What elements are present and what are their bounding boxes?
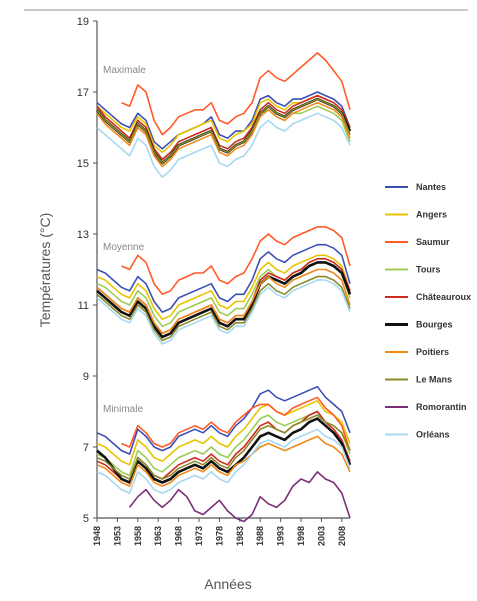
x-tick-label: 1983 [235, 526, 245, 546]
legend-label-8: Romorantin [416, 402, 467, 412]
x-tick-label: 1968 [174, 526, 184, 546]
legend: Nantes Angers Saumur Tours Châteauroux Bourge… [385, 182, 471, 440]
legend-label-5: Bourges [416, 320, 453, 330]
x-tick-label: 1988 [255, 526, 265, 546]
x-tick-label: 1998 [296, 526, 306, 546]
series-line-min-7 [96, 414, 351, 480]
band-label-1: Moyenne [103, 242, 145, 253]
series-line-min-8 [128, 471, 351, 523]
legend-label-1: Angers [416, 210, 447, 220]
x-tick-label: 1958 [133, 526, 143, 546]
x-tick-label: 1948 [92, 526, 102, 546]
x-axis-title: Années [204, 576, 251, 592]
y-tick-label: 19 [77, 16, 89, 28]
axes: 5 7 9 11 13 15 17 19 1948 1953 1958 1963 1968 1973 197… [37, 16, 350, 592]
y-tick-label: 5 [83, 513, 89, 525]
series-line-min-5 [96, 417, 352, 484]
x-tick-label: 1963 [153, 526, 163, 546]
legend-label-9: Orléans [416, 430, 450, 440]
series-lines [95, 52, 352, 523]
x-tick-label: 1973 [194, 526, 204, 546]
band-labels: Maximale Moyenne Minimale [103, 65, 146, 415]
x-tick-label: 1993 [276, 526, 286, 546]
series-line-avg-1 [96, 254, 351, 320]
series-line-max-9 [96, 112, 351, 178]
y-tick-label: 9 [83, 371, 89, 383]
legend-label-2: Saumur [416, 237, 450, 247]
series-line-avg-5 [96, 261, 352, 339]
y-tick-label: 15 [77, 158, 89, 170]
y-axis-title: Températures (°C) [37, 213, 53, 328]
series-line-avg-2 [121, 226, 351, 296]
series-line-max-6 [96, 101, 351, 168]
series-line-min-1 [96, 400, 351, 466]
x-tick-label: 1978 [214, 526, 224, 546]
series-line-avg-0 [96, 243, 351, 313]
legend-label-4: Châteauroux [416, 292, 471, 302]
series-line-min-2 [121, 396, 351, 451]
x-tick-label: 1953 [112, 526, 122, 546]
x-tick-label: 2003 [316, 526, 326, 546]
legend-label-6: Poitiers [416, 347, 449, 357]
series-line-avg-6 [96, 268, 351, 335]
series-line-min-9 [96, 428, 351, 494]
y-tick-label: 17 [77, 87, 89, 99]
legend-label-7: Le Mans [416, 375, 452, 385]
series-line-max-0 [96, 91, 351, 150]
series-line-max-7 [96, 98, 351, 164]
y-tick-label: 7 [83, 442, 89, 454]
y-tick-label: 11 [78, 300, 89, 312]
series-line-avg-7 [96, 275, 351, 342]
x-tick-label: 2008 [337, 526, 347, 546]
series-line-max-2 [121, 52, 351, 136]
series-line-min-0 [96, 385, 351, 455]
series-line-avg-9 [96, 279, 351, 345]
band-label-0: Maximale [103, 65, 146, 76]
y-tick-label: 13 [77, 229, 89, 241]
top-divider [24, 9, 468, 11]
legend-label-3: Tours [416, 265, 440, 275]
band-label-2: Minimale [103, 404, 143, 415]
legend-label-0: Nantes [416, 182, 446, 192]
series-line-min-6 [96, 435, 351, 487]
series-line-max-4 [96, 94, 351, 161]
